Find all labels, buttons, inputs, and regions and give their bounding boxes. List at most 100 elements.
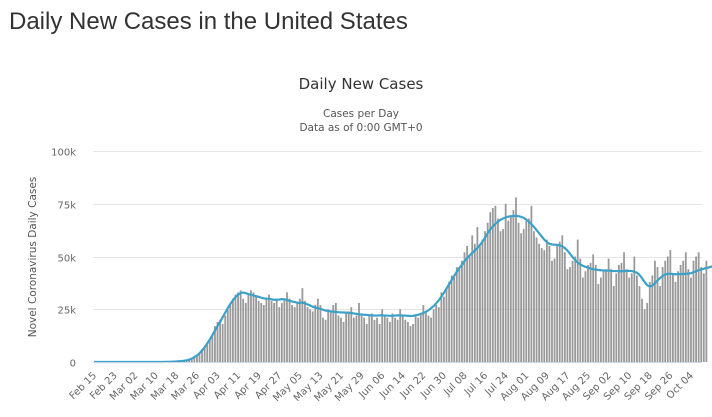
bar bbox=[651, 275, 653, 362]
bar bbox=[314, 305, 316, 362]
bar bbox=[536, 238, 538, 362]
bar bbox=[440, 292, 442, 362]
bar bbox=[564, 252, 566, 362]
bar bbox=[399, 309, 401, 362]
bar bbox=[587, 265, 589, 362]
bar bbox=[639, 286, 641, 362]
bar bbox=[307, 307, 309, 362]
bar bbox=[466, 246, 468, 362]
bar bbox=[268, 294, 270, 362]
bar bbox=[227, 309, 229, 362]
bar bbox=[394, 318, 396, 362]
bar bbox=[628, 278, 630, 362]
bar bbox=[610, 269, 612, 362]
bar bbox=[446, 288, 448, 362]
x-axis-ticks: Feb 15Feb 23Mar 02Mar 10Mar 18Mar 26Apr … bbox=[68, 370, 696, 404]
bar bbox=[219, 320, 221, 362]
bar bbox=[538, 244, 540, 362]
bar bbox=[245, 303, 247, 362]
bar bbox=[520, 233, 522, 362]
bar bbox=[302, 288, 304, 362]
bar bbox=[513, 210, 515, 362]
bar bbox=[690, 278, 692, 362]
bar bbox=[296, 303, 298, 362]
bar bbox=[322, 318, 324, 362]
bar bbox=[348, 311, 350, 362]
bar bbox=[253, 292, 255, 362]
chart-subtitle: Cases per Day bbox=[323, 108, 399, 120]
bar bbox=[590, 263, 592, 362]
bar bbox=[350, 307, 352, 362]
bar bbox=[644, 309, 646, 362]
bar bbox=[356, 316, 358, 362]
bar bbox=[515, 197, 517, 362]
bar bbox=[693, 261, 695, 362]
bar bbox=[623, 252, 625, 362]
bar bbox=[675, 282, 677, 362]
bar bbox=[250, 290, 252, 362]
bar bbox=[567, 269, 569, 362]
bar bbox=[533, 231, 535, 362]
bar bbox=[518, 223, 520, 362]
bar bbox=[680, 265, 682, 362]
bar bbox=[572, 261, 574, 362]
bar bbox=[549, 246, 551, 362]
bar bbox=[263, 305, 265, 362]
bar bbox=[456, 267, 458, 362]
bar bbox=[420, 313, 422, 362]
bar bbox=[579, 259, 581, 362]
bar bbox=[497, 219, 499, 362]
y-tick-label: 0 bbox=[70, 359, 76, 370]
bar bbox=[605, 269, 607, 362]
bar bbox=[425, 311, 427, 362]
bar bbox=[386, 318, 388, 362]
bar bbox=[376, 318, 378, 362]
x-tick-label: Jul 08 bbox=[441, 370, 469, 398]
bar bbox=[646, 303, 648, 362]
bar bbox=[608, 259, 610, 362]
bar bbox=[255, 297, 257, 362]
bar bbox=[235, 294, 237, 362]
bar bbox=[312, 311, 314, 362]
bar bbox=[631, 273, 633, 362]
bar bbox=[379, 324, 381, 362]
bar bbox=[412, 324, 414, 362]
bar bbox=[448, 282, 450, 362]
bar bbox=[433, 309, 435, 362]
bar bbox=[494, 206, 496, 362]
bar bbox=[615, 273, 617, 362]
bar bbox=[677, 271, 679, 362]
bar bbox=[482, 240, 484, 362]
bar bbox=[240, 290, 242, 362]
bar bbox=[682, 261, 684, 362]
bars bbox=[157, 197, 707, 362]
bar bbox=[309, 309, 311, 362]
y-tick-label: 100k bbox=[51, 148, 76, 159]
bar bbox=[569, 267, 571, 362]
bar bbox=[443, 297, 445, 362]
bar bbox=[687, 269, 689, 362]
bar bbox=[343, 322, 345, 362]
bar bbox=[458, 267, 460, 362]
bar bbox=[374, 320, 376, 362]
bar bbox=[327, 309, 329, 362]
bar bbox=[669, 250, 671, 362]
bar bbox=[271, 301, 273, 362]
bar bbox=[595, 265, 597, 362]
bar bbox=[528, 219, 530, 362]
bar bbox=[299, 299, 301, 362]
bar bbox=[304, 301, 306, 362]
bar bbox=[353, 318, 355, 362]
bar bbox=[453, 278, 455, 362]
bar bbox=[284, 299, 286, 362]
bar bbox=[700, 267, 702, 362]
bar bbox=[291, 305, 293, 362]
bar bbox=[222, 324, 224, 362]
bar bbox=[435, 305, 437, 362]
bar bbox=[618, 265, 620, 362]
bar bbox=[507, 221, 509, 362]
bar bbox=[224, 316, 226, 362]
bar bbox=[649, 282, 651, 362]
bar bbox=[366, 324, 368, 362]
